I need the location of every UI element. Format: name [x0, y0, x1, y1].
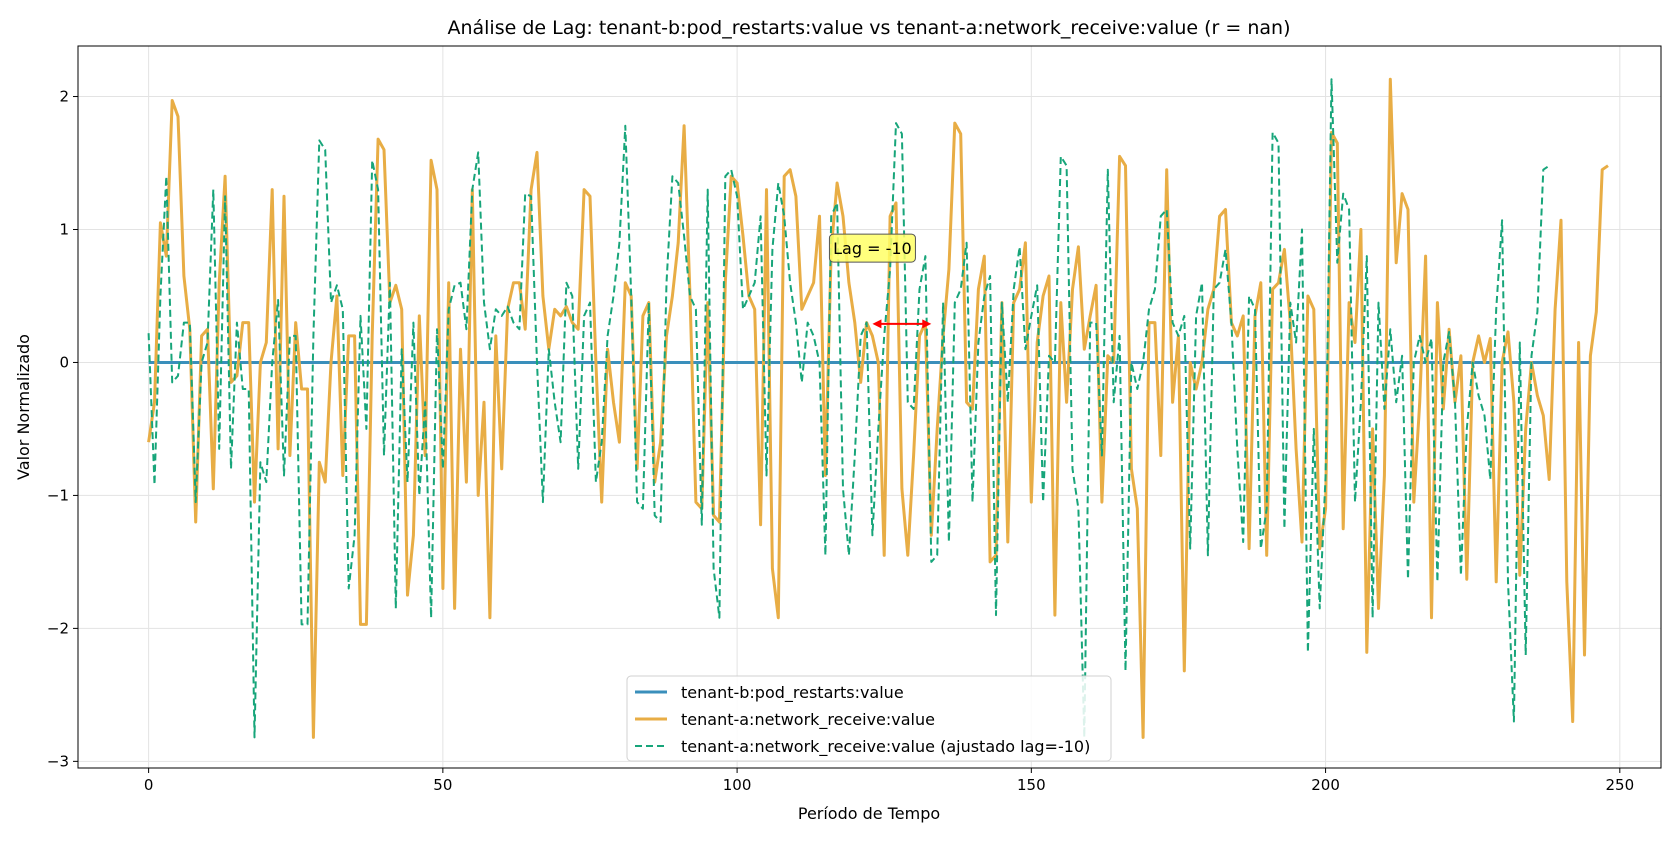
legend-label-3: tenant-a:network_receive:value (ajustado… [681, 737, 1090, 757]
y-tick-label: −1 [47, 486, 69, 504]
chart-title: Análise de Lag: tenant-b:pod_restarts:va… [447, 17, 1290, 39]
lag-arrow-head-left [872, 319, 882, 329]
lag-label-box [828, 233, 916, 263]
series-lines [147, 77, 1609, 739]
x-tick-label: 0 [144, 776, 154, 794]
y-tick-label: 2 [59, 88, 69, 106]
y-tick-label: 1 [59, 220, 69, 238]
y-tick-label: −3 [47, 752, 69, 770]
y-tick-label: 0 [59, 353, 69, 371]
legend-label-2: tenant-a:network_receive:value [681, 710, 935, 730]
legend-label-1: tenant-b:pod_restarts:value [681, 683, 904, 703]
plot-frame [77, 45, 1662, 769]
y-axis-label: Valor Normalizado [14, 334, 33, 480]
legend: tenant-b:pod_restarts:value tenant-a:netw… [626, 675, 1112, 762]
x-tick-label: 200 [1311, 776, 1340, 794]
series-line-3 [147, 78, 1550, 739]
x-tick-label: 250 [1605, 776, 1634, 794]
lag-annotation: Lag = -10 [828, 233, 932, 329]
x-tick-label: 150 [1017, 776, 1046, 794]
series-line-2 [147, 77, 1609, 739]
y-tick-label: −2 [47, 619, 69, 637]
lag-arrow-head-right [922, 319, 932, 329]
legend-box [626, 675, 1112, 762]
lag-label: Lag = -10 [833, 239, 912, 258]
x-axis-label: Período de Tempo [798, 804, 940, 823]
x-tick-label: 100 [723, 776, 752, 794]
x-tick-label: 50 [433, 776, 452, 794]
axis-ticks: 0 50 100 150 200 250 −3 −2 −1 0 1 2 [47, 88, 1634, 794]
